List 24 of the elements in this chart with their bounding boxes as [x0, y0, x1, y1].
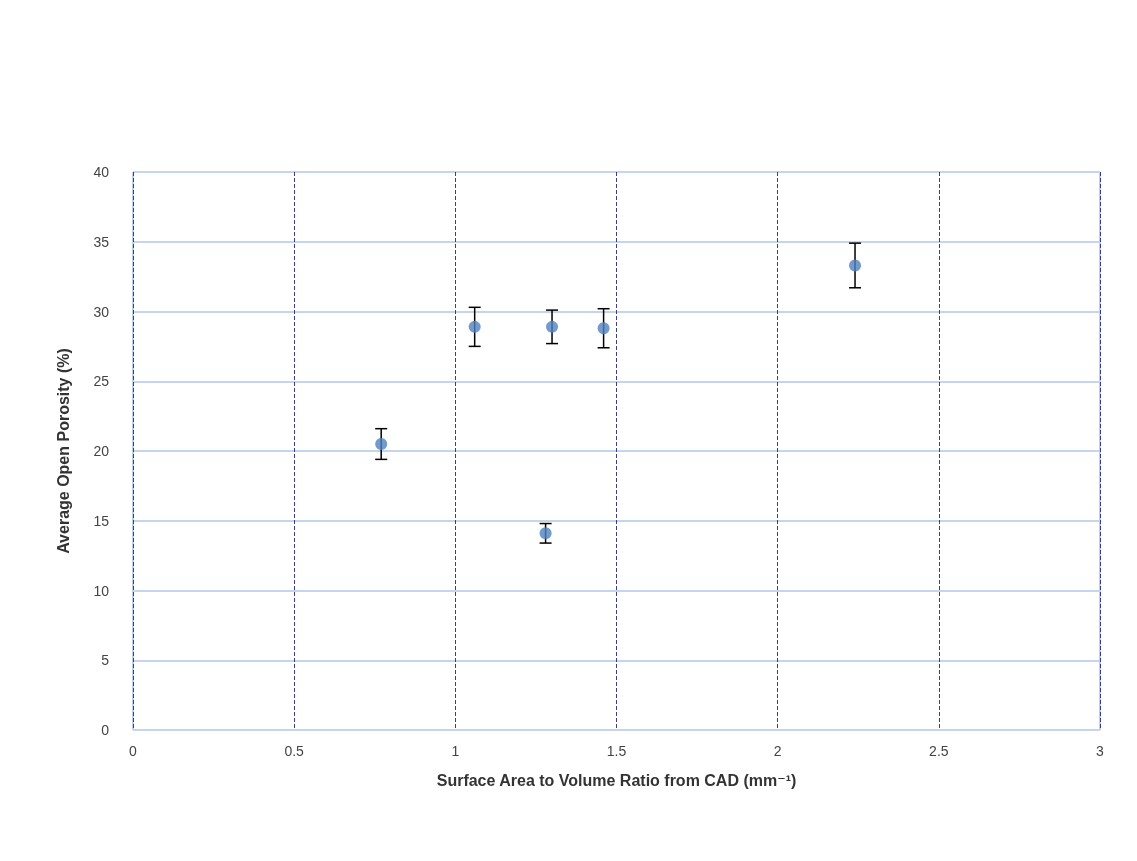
y-tick-label: 40: [93, 164, 110, 180]
point: [546, 320, 559, 333]
x-tick-label: 3: [1096, 743, 1105, 759]
point: [597, 322, 610, 335]
x-tick-label: 0: [129, 743, 138, 759]
x-tick-label: 0.5: [284, 743, 305, 759]
x-tick-label: 1.5: [606, 743, 627, 759]
y-tick-label: 25: [93, 373, 110, 390]
x-tick-label: 2.5: [929, 743, 949, 759]
y-axis-title: Average Open Porosity (%): [54, 348, 72, 554]
x-tick-label: 2: [773, 743, 782, 759]
y-tick-label: 15: [93, 512, 110, 529]
point: [375, 438, 388, 451]
point: [849, 259, 862, 272]
point: [468, 320, 481, 333]
x-axis-title: Surface Area to Volume Ratio from CAD (mm⁻¹): [436, 771, 797, 789]
y-tick-label: 20: [93, 443, 110, 459]
x-tick-label: 1: [451, 743, 460, 759]
y-tick-label: 10: [93, 582, 110, 599]
y-tick-label: 30: [93, 303, 110, 320]
y-tick-label: 0: [101, 722, 110, 738]
y-tick-label: 5: [101, 652, 110, 669]
point: [539, 527, 552, 540]
y-tick-label: 35: [93, 233, 110, 250]
